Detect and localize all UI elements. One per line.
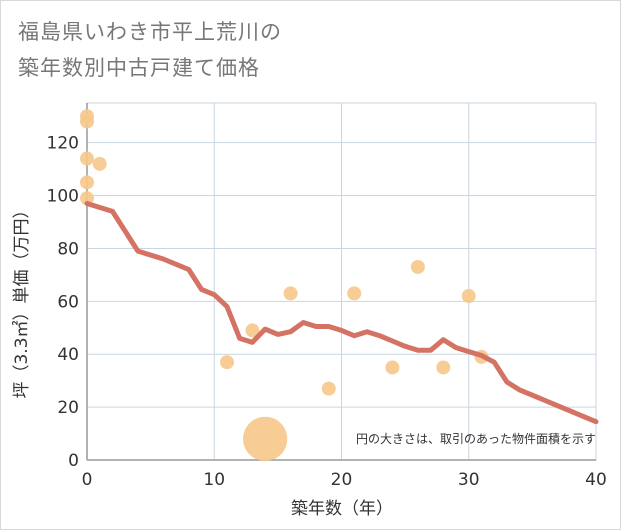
bubble-point [321, 381, 336, 396]
bubble-series [80, 109, 489, 461]
bubble-point [461, 289, 476, 304]
trend-line [84, 201, 599, 425]
grid-lines [86, 102, 597, 461]
y-tick-label: 80 [57, 239, 79, 259]
bubble-point [80, 191, 94, 206]
y-axis-label: 坪（3.3㎡）単価（万円） [12, 201, 32, 398]
chart-title: 福島県いわき市平上荒川の 築年数別中古戸建て価格 [18, 14, 282, 86]
y-tick-label: 40 [57, 345, 79, 365]
x-tick-label: 30 [458, 470, 480, 490]
bubble-point [410, 259, 425, 274]
bubble-point [347, 286, 362, 301]
bubble-point [436, 360, 451, 375]
bubble-point [80, 151, 94, 166]
chart-title-line1: 福島県いわき市平上荒川の [18, 20, 282, 44]
y-tick-label: 120 [47, 134, 79, 154]
bubble-point [92, 156, 107, 171]
y-tick-label: 60 [57, 292, 79, 312]
tick-labels: 0 10 20 30 40 0 20 40 60 80 100 120 [47, 134, 607, 490]
y-tick-label: 100 [47, 187, 79, 207]
y-tick-label: 20 [57, 398, 79, 418]
trend-series [84, 201, 599, 425]
bubble-point [219, 355, 234, 370]
bubble-point [245, 323, 260, 338]
x-axis-label: 築年数（年） [291, 499, 393, 519]
x-tick-label: 0 [82, 470, 93, 490]
x-tick-label: 40 [585, 470, 607, 490]
chart-title-line2: 築年数別中古戸建て価格 [18, 56, 260, 80]
bubble-point [243, 416, 288, 461]
bubble-size-note: 円の大きさは、取引のあった物件面積を示す [356, 431, 596, 446]
y-tick-label: 0 [68, 451, 79, 471]
bubble-point [80, 114, 94, 129]
x-tick-label: 10 [203, 470, 225, 490]
x-tick-label: 20 [331, 470, 353, 490]
bubble-point [385, 360, 400, 375]
bubble-point [283, 286, 298, 301]
bubble-point [80, 175, 94, 190]
